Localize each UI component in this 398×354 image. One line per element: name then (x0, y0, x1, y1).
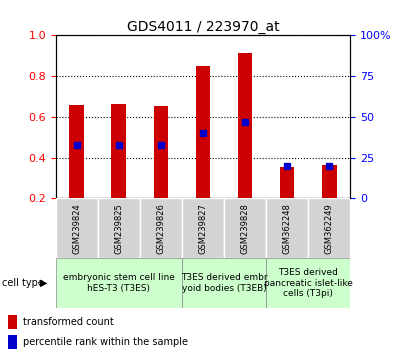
Text: transformed count: transformed count (23, 318, 114, 327)
Text: ▶: ▶ (40, 278, 48, 288)
Bar (182, 258, 266, 308)
Text: T3ES derived
pancreatic islet-like
cells (T3pi): T3ES derived pancreatic islet-like cells… (264, 268, 353, 298)
Bar (56, 258, 182, 308)
Text: GSM239826: GSM239826 (156, 203, 166, 254)
Text: GSM239828: GSM239828 (240, 203, 250, 254)
Bar (322, 165, 337, 198)
Text: GSM362248: GSM362248 (283, 203, 292, 254)
Bar (196, 66, 211, 198)
Bar (111, 104, 126, 198)
Bar (238, 53, 252, 198)
Bar (224, 198, 266, 258)
Bar (280, 167, 295, 198)
Bar (154, 105, 168, 198)
Bar (56, 198, 98, 258)
Text: T3ES derived embr
yoid bodies (T3EB): T3ES derived embr yoid bodies (T3EB) (181, 274, 267, 293)
Bar (69, 104, 84, 198)
Title: GDS4011 / 223970_at: GDS4011 / 223970_at (127, 21, 279, 34)
Bar (308, 198, 350, 258)
Text: GSM239825: GSM239825 (114, 203, 123, 254)
Text: percentile rank within the sample: percentile rank within the sample (23, 337, 188, 347)
Text: GSM239824: GSM239824 (72, 203, 81, 254)
Text: GSM239827: GSM239827 (199, 203, 207, 254)
Text: cell type: cell type (2, 278, 44, 288)
Bar (266, 198, 308, 258)
Bar (266, 258, 350, 308)
Bar (140, 198, 182, 258)
Bar (8, 315, 18, 329)
Text: embryonic stem cell line
hES-T3 (T3ES): embryonic stem cell line hES-T3 (T3ES) (63, 274, 175, 293)
Bar (8, 335, 18, 348)
Bar (98, 198, 140, 258)
Bar (182, 198, 224, 258)
Text: GSM362249: GSM362249 (325, 203, 334, 254)
